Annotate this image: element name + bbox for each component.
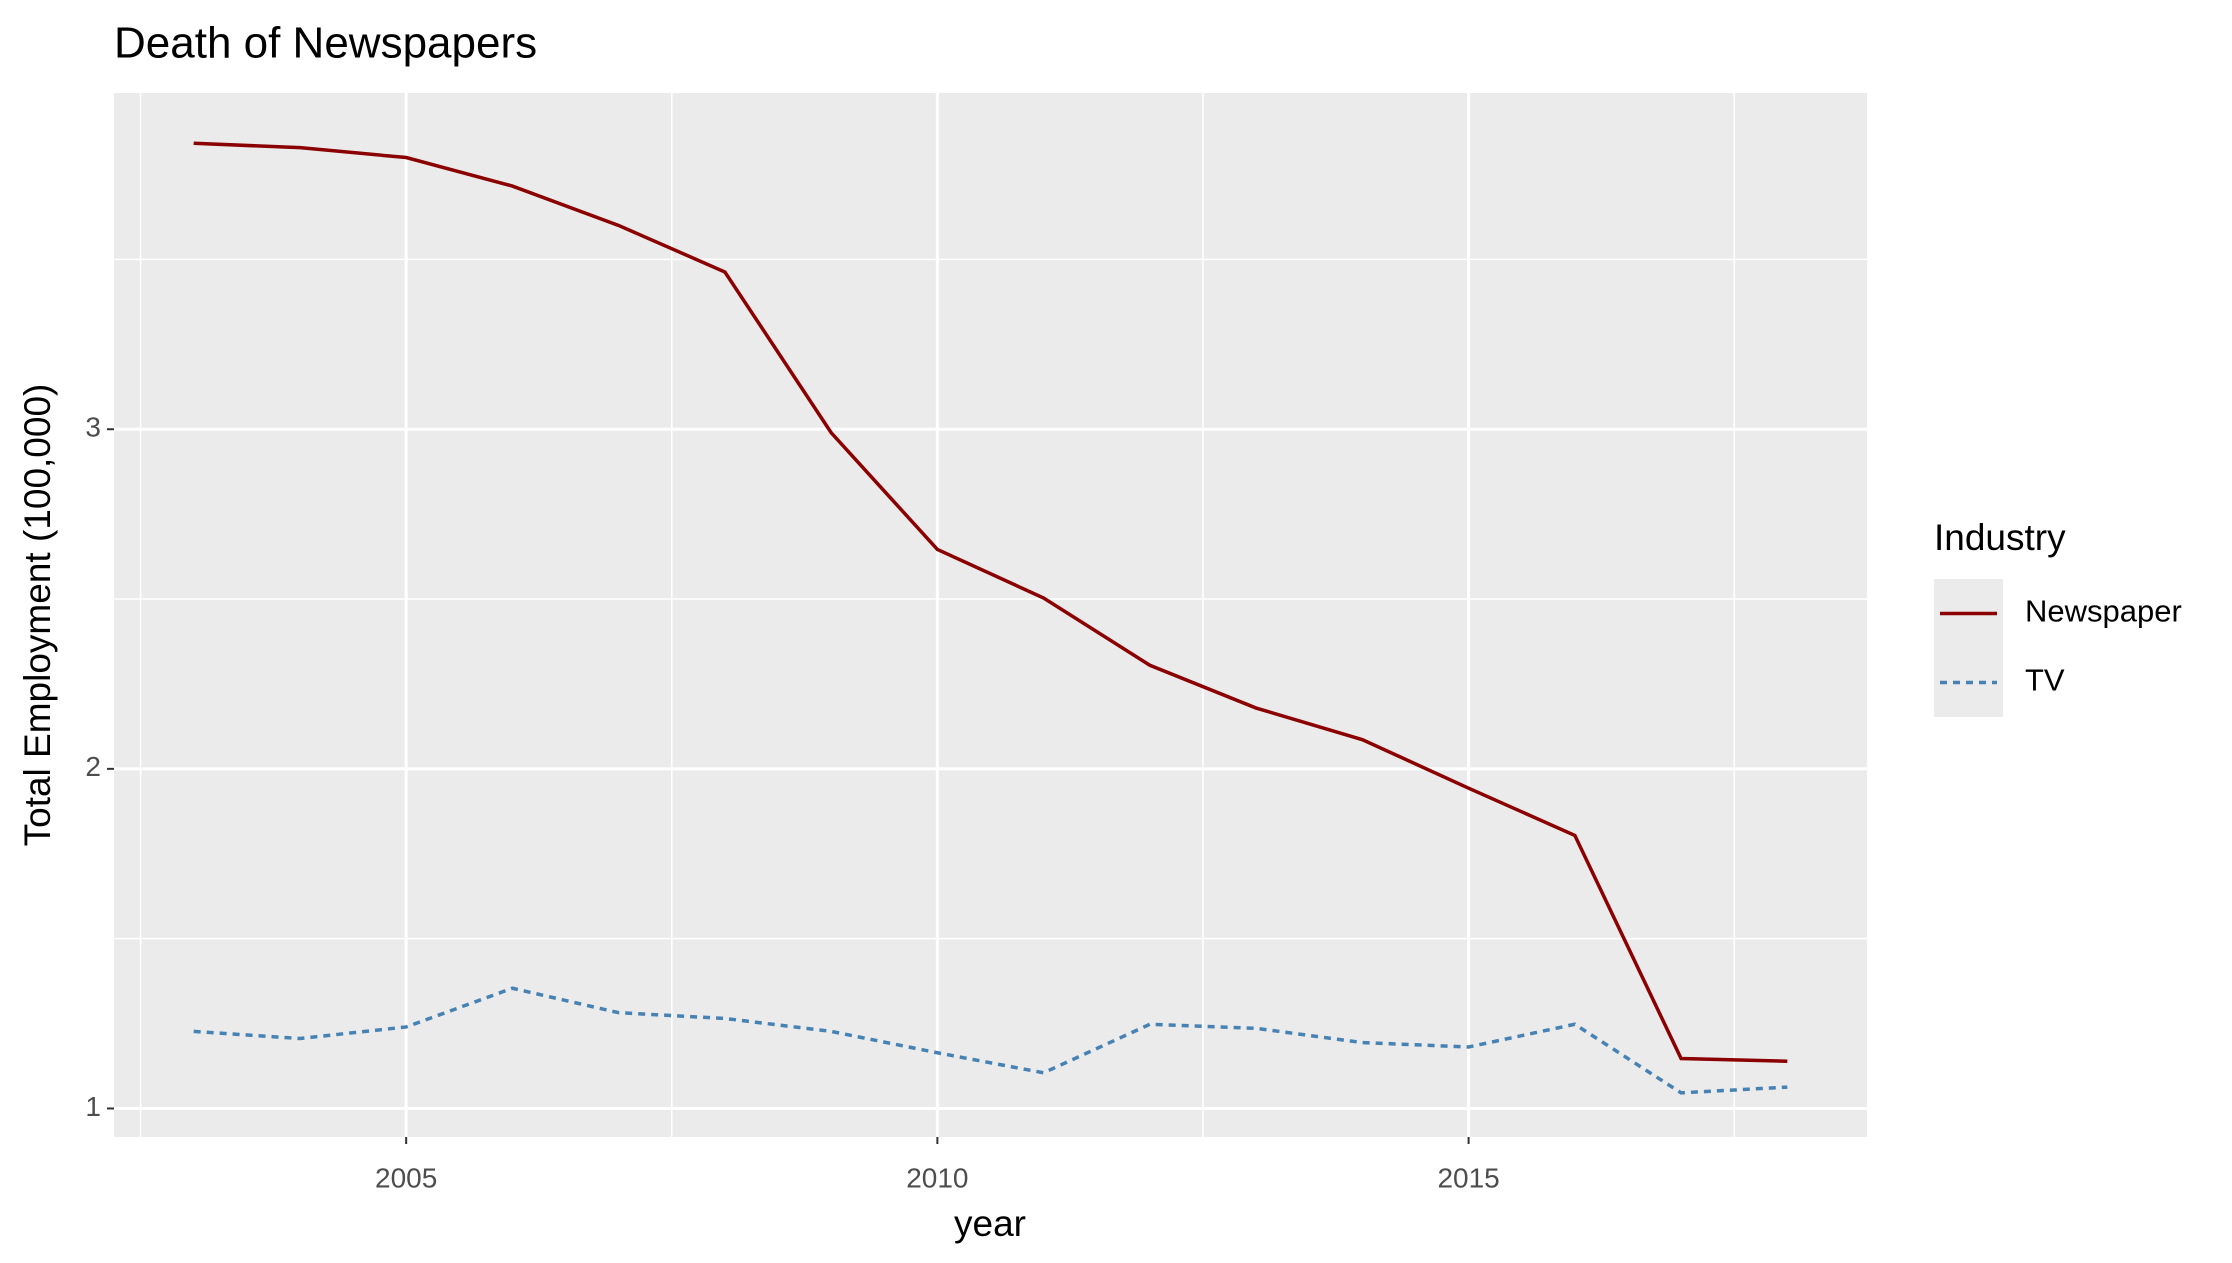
legend-title: Industry bbox=[1934, 517, 2066, 558]
y-axis-title: Total Employment (100,000) bbox=[17, 384, 58, 847]
legend-key-background bbox=[1934, 579, 2003, 717]
legend-label: TV bbox=[2025, 663, 2065, 698]
x-tick-label: 2010 bbox=[906, 1162, 968, 1193]
line-series bbox=[193, 141, 1788, 1064]
chart-title: Death of Newspapers bbox=[114, 19, 537, 68]
plot-panel bbox=[114, 93, 1867, 1137]
line-series bbox=[193, 986, 1788, 1095]
legend-label: Newspaper bbox=[2025, 594, 2182, 629]
y-tick-label: 1 bbox=[85, 1091, 101, 1122]
y-tick-label: 3 bbox=[85, 412, 101, 443]
y-tick-label: 2 bbox=[85, 751, 101, 782]
x-axis-title: year bbox=[954, 1203, 1026, 1244]
x-tick-label: 2005 bbox=[375, 1162, 437, 1193]
x-tick-label: 2015 bbox=[1437, 1162, 1499, 1193]
